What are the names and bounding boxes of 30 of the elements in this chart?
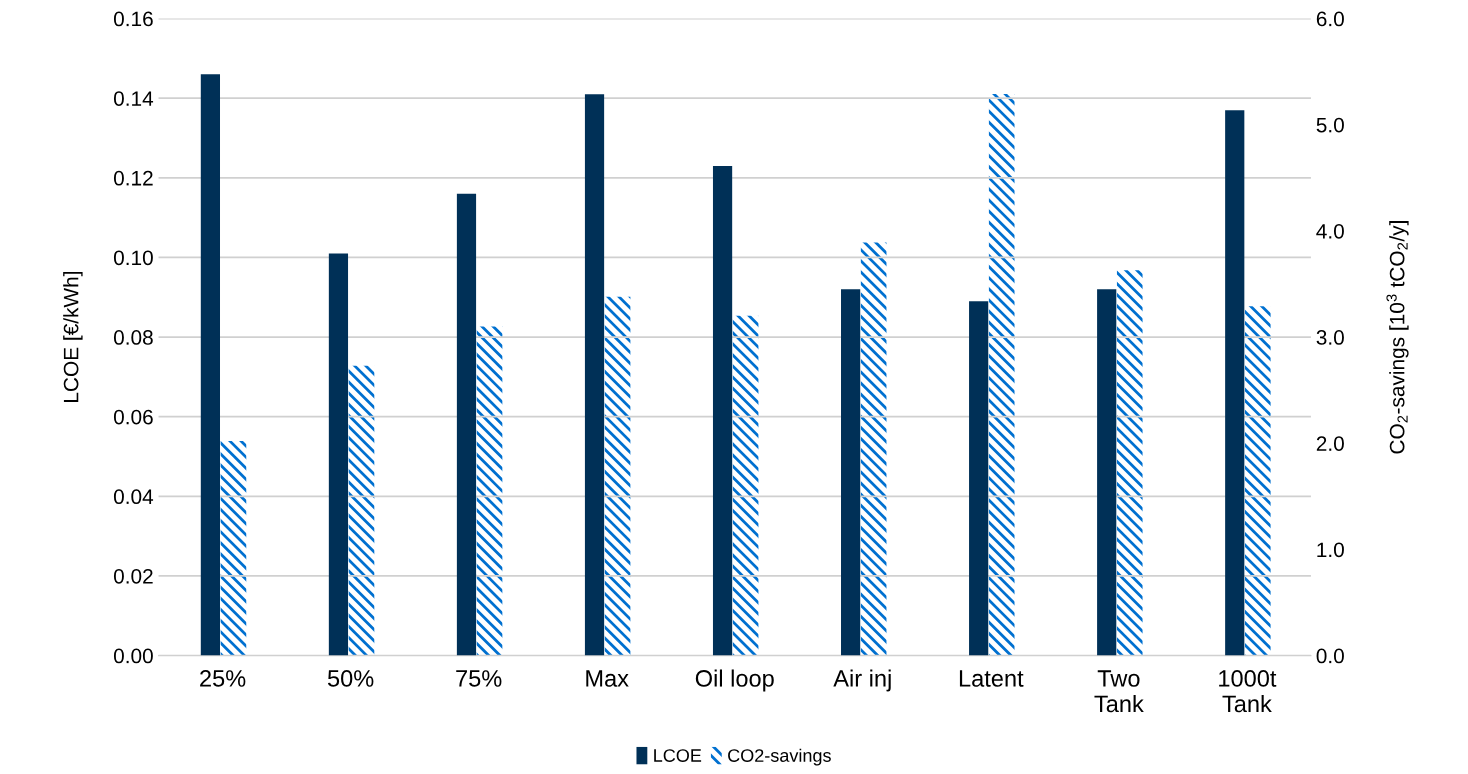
x-tick-label: 25% <box>200 670 246 687</box>
y2-tick-label: 3.0 <box>1316 330 1344 345</box>
y2-tick-label: 0.0 <box>1316 648 1344 664</box>
y-tick-label: 0.04 <box>113 489 154 505</box>
y2-tick-label: 4.0 <box>1316 223 1344 239</box>
y2-axis-title: CO$_{2}$-savings [10$^{3}$ tCO$_{2}$/y] <box>1386 221 1409 454</box>
x-tick-label: 50% <box>327 670 374 687</box>
x-tick-label: Max <box>586 670 629 687</box>
x-tick-label: Air inj <box>833 669 891 692</box>
x-tick-label: 1000t Tank <box>1219 670 1277 713</box>
legend-label: LCOE <box>654 749 702 762</box>
bar <box>200 74 220 656</box>
y-tick-label: 0.12 <box>113 170 153 186</box>
y-tick-label: 0.16 <box>113 11 153 27</box>
y2-tick-label: 6.0 <box>1316 11 1344 27</box>
x-tick-label: Two Tank <box>1094 670 1144 713</box>
y-axis-title: LCOE [€/kWh] <box>63 271 83 402</box>
y2-tick-label: 2.0 <box>1316 436 1344 451</box>
y-tick-label: 0.02 <box>113 568 153 584</box>
legend-label: CO2-savings <box>728 748 831 766</box>
y-tick-label: 0.00 <box>113 648 153 664</box>
x-tick-label: 75% <box>456 670 502 687</box>
y2-tick-label: 1.0 <box>1317 542 1344 558</box>
y-tick-label: 0.14 <box>113 91 154 106</box>
y-tick-label: 0.08 <box>113 330 153 345</box>
y-tick-label: 0.06 <box>113 409 153 425</box>
y-tick-label: 0.10 <box>113 250 153 266</box>
x-tick-label: Latent <box>959 670 1024 687</box>
y2-tick-label: 5.0 <box>1316 117 1344 133</box>
x-tick-label: Oil loop <box>695 669 774 692</box>
